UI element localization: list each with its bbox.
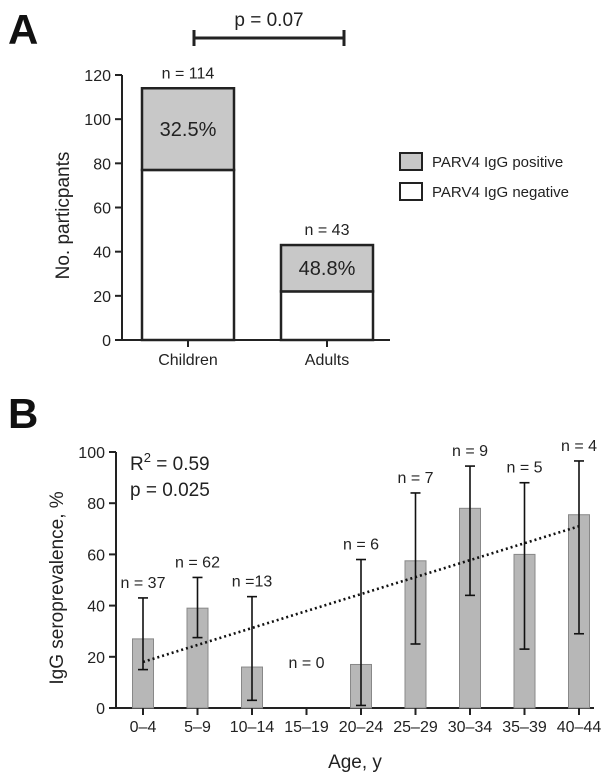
n-label: n = 5 bbox=[506, 460, 542, 477]
p-value-label: p = 0.025 bbox=[130, 480, 210, 501]
n-label: n = 43 bbox=[305, 222, 350, 239]
x-tick-label: 0–4 bbox=[130, 719, 157, 736]
panel-b-chart: 0 20 40 60 80 100 IgG seroprevalence, % Age, y n… bbox=[47, 438, 601, 772]
x-tick-label: 25–29 bbox=[393, 719, 438, 736]
y-tick-label: 120 bbox=[84, 68, 111, 85]
significance-label: p = 0.07 bbox=[234, 10, 303, 31]
bar-positive bbox=[279, 243, 375, 293]
y-axis-label: IgG seroprevalence, % bbox=[47, 491, 68, 684]
significance-bracket bbox=[192, 30, 346, 46]
y-tick-label: 20 bbox=[87, 650, 105, 667]
y-tick-label: 20 bbox=[93, 289, 111, 306]
y-tick-label: 40 bbox=[93, 245, 111, 262]
legend: PARV4 IgG positive PARV4 IgG negative bbox=[399, 152, 569, 201]
legend-label-negative: PARV4 IgG negative bbox=[432, 184, 569, 201]
x-tick-label: 20–24 bbox=[339, 719, 384, 736]
y-tick-label: 0 bbox=[96, 701, 105, 718]
y-tick-label: 60 bbox=[93, 201, 111, 218]
y-tick-label: 40 bbox=[87, 599, 105, 616]
n-label: n = 6 bbox=[343, 537, 379, 554]
x-tick-label: 5–9 bbox=[184, 719, 211, 736]
y-tick-label: 80 bbox=[93, 156, 111, 173]
n-label: n = 9 bbox=[452, 443, 488, 460]
y-tick-label: 60 bbox=[87, 547, 105, 564]
y-tick-label: 100 bbox=[78, 445, 105, 462]
trend-line bbox=[142, 524, 580, 664]
y-tick-label: 0 bbox=[102, 333, 111, 350]
bar-positive bbox=[140, 87, 236, 172]
percent-label: 48.8% bbox=[299, 258, 356, 280]
panel-a-chart: 0 20 40 60 80 100 120 No. particpants 32.5% n = 1… bbox=[53, 65, 390, 369]
n-label: n = 7 bbox=[397, 470, 433, 487]
legend-swatch-positive bbox=[399, 152, 423, 171]
n-label: n = 4 bbox=[561, 438, 597, 455]
x-tick-label: 15–19 bbox=[284, 719, 329, 736]
legend-swatch-negative bbox=[399, 182, 423, 201]
x-tick-label: 10–14 bbox=[230, 719, 275, 736]
bar-negative bbox=[279, 290, 375, 342]
r-squared-label: R2 = 0.59 bbox=[130, 450, 210, 475]
panel-a-label: A bbox=[8, 6, 38, 53]
panel-b-label: B bbox=[8, 390, 38, 437]
x-tick-label: 40–44 bbox=[557, 719, 602, 736]
x-tick-label: Children bbox=[158, 352, 218, 369]
n-label: n = 62 bbox=[175, 554, 220, 571]
y-axis-label: No. particpants bbox=[53, 152, 74, 280]
y-tick-label: 100 bbox=[84, 112, 111, 129]
bar-negative bbox=[140, 168, 236, 342]
x-axis-label: Age, y bbox=[328, 752, 382, 772]
legend-label-positive: PARV4 IgG positive bbox=[432, 154, 563, 171]
n-label: n =13 bbox=[232, 574, 273, 591]
y-tick-label: 80 bbox=[87, 496, 105, 513]
x-tick-label: 35–39 bbox=[502, 719, 547, 736]
percent-label: 32.5% bbox=[160, 119, 217, 141]
x-tick-label: Adults bbox=[305, 352, 349, 369]
n-label: n = 37 bbox=[121, 575, 166, 592]
x-tick-label: 30–34 bbox=[448, 719, 493, 736]
n-label: n = 0 bbox=[288, 655, 324, 672]
n-label: n = 114 bbox=[162, 65, 215, 82]
